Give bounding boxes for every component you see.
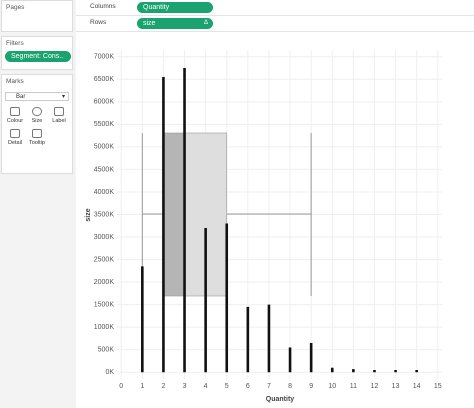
y-axis-title: size xyxy=(85,208,92,221)
x-axis-title: Quantity xyxy=(266,396,294,403)
y-tick-label: 4000K xyxy=(94,189,115,196)
y-tick-label: 5000K xyxy=(94,144,115,151)
x-tick-label: 2 xyxy=(161,383,165,390)
mark-type: Bar xyxy=(16,94,26,100)
columns-pill[interactable]: Quantity xyxy=(137,2,213,13)
y-tick-label: 5500K xyxy=(94,121,115,128)
button-label: Size xyxy=(31,118,43,124)
detail-button[interactable]: Detail xyxy=(5,129,25,146)
x-tick-label: 0 xyxy=(119,383,123,390)
marks-title: Marks xyxy=(6,78,24,85)
x-tick-label: 14 xyxy=(413,383,421,390)
x-tick-label: 1 xyxy=(140,383,144,390)
y-tick-label: 6000K xyxy=(94,99,115,106)
y-tick-label: 7000K xyxy=(94,54,115,61)
button-label: Label xyxy=(52,118,66,124)
y-tick-label: 6500K xyxy=(94,76,115,83)
filters-title: Filters xyxy=(6,40,24,47)
filter-pill[interactable]: Segment: Cons.. xyxy=(5,51,71,62)
y-tick-label: 500K xyxy=(98,347,115,354)
y-tick-label: 1000K xyxy=(94,324,115,331)
rows-label: Rows xyxy=(90,19,107,26)
size-button[interactable]: Size xyxy=(27,107,47,124)
delta-icon: Δ xyxy=(203,20,208,26)
button-label: Tooltip xyxy=(29,140,45,146)
button-label: Detail xyxy=(7,140,23,146)
x-tick-label: 11 xyxy=(350,383,357,390)
x-tick-label: 6 xyxy=(246,383,250,390)
pages-title: Pages xyxy=(6,4,25,11)
colour-button[interactable]: Colour xyxy=(5,107,25,124)
marks-card: Marks Bar ▾ Colour Size Label Detail Tool… xyxy=(1,74,73,174)
columns-shelf: Columns Quantity xyxy=(76,0,474,16)
x-tick-label: 7 xyxy=(267,383,271,390)
y-tick-label: 2000K xyxy=(94,279,115,286)
x-tick-label: 3 xyxy=(183,383,187,390)
chart: size Quantity 0K 500K 1000K 1500K 2000K 2500K… xyxy=(76,32,474,408)
x-tick-label: 8 xyxy=(288,383,292,390)
x-tick-label: 13 xyxy=(392,383,400,390)
x-tick-label: 5 xyxy=(225,383,229,390)
rows-pill-text: size xyxy=(143,20,156,27)
rows-pill[interactable]: size Δ xyxy=(137,18,213,29)
button-label: Colour xyxy=(6,118,24,124)
x-tick-label: 12 xyxy=(371,383,379,390)
x-tick-label: 9 xyxy=(309,383,313,390)
x-tick-label: 10 xyxy=(328,383,336,390)
y-tick-label: 4500K xyxy=(94,166,115,173)
columns-label: Columns xyxy=(90,3,116,10)
y-tick-label: 3500K xyxy=(94,211,115,218)
box-lower xyxy=(163,132,185,297)
filters-card: Filters Segment: Cons.. xyxy=(1,36,73,70)
pages-card: Pages xyxy=(1,0,73,32)
x-tick-label: 15 xyxy=(434,383,442,390)
y-tick-label: 1500K xyxy=(94,301,115,308)
dropdown-arrow: ▾ xyxy=(61,94,65,100)
y-tick-label: 2500K xyxy=(94,256,115,263)
tooltip-button[interactable]: Tooltip xyxy=(27,129,47,146)
y-tick-label: 0K xyxy=(105,369,114,376)
mark-type-dropdown[interactable]: Bar ▾ xyxy=(5,92,69,101)
y-tick-label: 3000K xyxy=(94,234,115,241)
x-tick-label: 4 xyxy=(204,383,208,390)
rows-shelf: Rows size Δ xyxy=(76,16,474,32)
label-button[interactable]: Label xyxy=(49,107,69,124)
